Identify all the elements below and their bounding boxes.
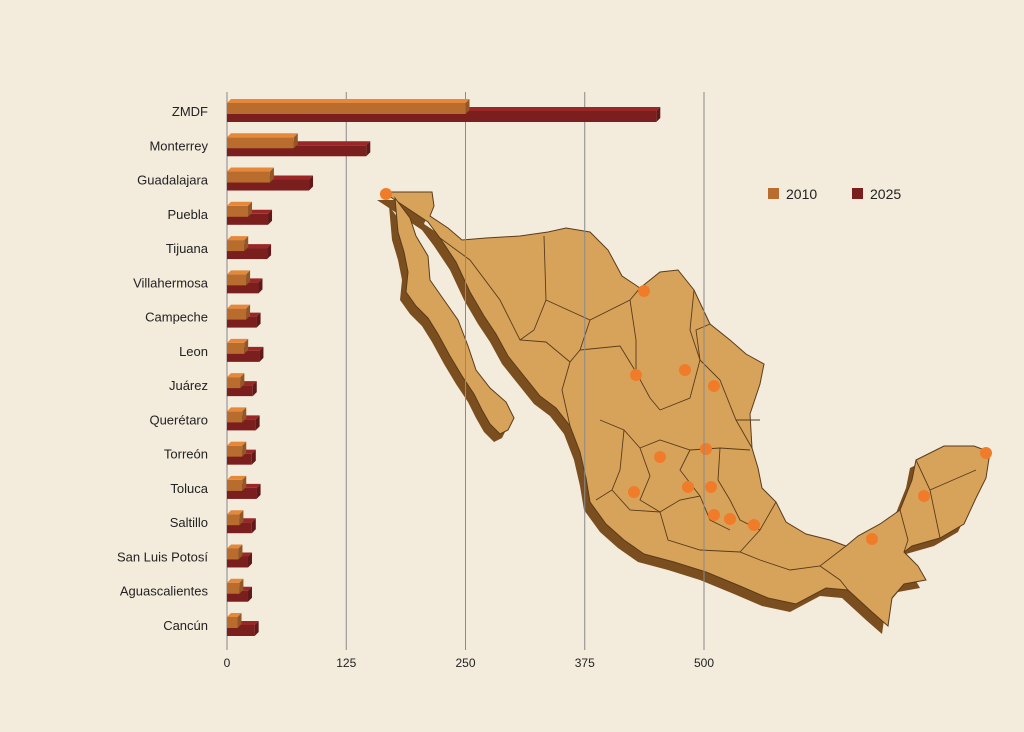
category-label: Guadalajara <box>137 173 209 188</box>
category-label: Toluca <box>170 481 208 496</box>
category-label: Juárez <box>169 378 208 393</box>
bar-2010 <box>227 201 252 217</box>
bar-2010 <box>227 133 298 149</box>
legend: 2010 2025 <box>768 186 901 202</box>
bar-2010 <box>227 578 244 594</box>
category-label: Monterrey <box>149 138 208 153</box>
category-label: Torreón <box>164 447 208 462</box>
bar-2010 <box>227 441 247 457</box>
legend-swatch-2010 <box>768 188 779 199</box>
bar-2010 <box>227 544 243 560</box>
bar-2010 <box>227 475 247 491</box>
x-tick-label: 0 <box>224 656 231 670</box>
category-label: Villahermosa <box>133 275 209 290</box>
category-label: Querétaro <box>149 412 208 427</box>
city-marker <box>700 443 712 455</box>
category-label: Cancún <box>163 618 208 633</box>
category-label: Puebla <box>168 207 209 222</box>
legend-label-2010: 2010 <box>786 186 817 202</box>
bar-2010 <box>227 270 251 286</box>
city-marker <box>980 447 992 459</box>
bar-2010 <box>227 613 242 628</box>
city-marker <box>630 369 642 381</box>
x-tick-labels: 0 125 250 375 500 <box>224 656 715 670</box>
mexico-map <box>377 191 991 634</box>
category-labels: ZMDF Monterrey Guadalajara Puebla Tijuana Vil… <box>117 104 209 633</box>
category-label: Leon <box>179 344 208 359</box>
city-marker <box>918 490 930 502</box>
x-tick-label: 125 <box>336 656 356 670</box>
bar-2010 <box>227 338 249 354</box>
city-markers <box>380 188 992 545</box>
bar-2010 <box>227 167 274 183</box>
city-marker <box>708 380 720 392</box>
x-tick-label: 250 <box>455 656 475 670</box>
city-marker <box>705 481 717 493</box>
legend-label-2025: 2025 <box>870 186 901 202</box>
x-tick-label: 375 <box>575 656 595 670</box>
category-label: Campeche <box>145 310 208 325</box>
bar-2010 <box>227 304 251 320</box>
city-marker <box>724 513 736 525</box>
x-tick-label: 500 <box>694 656 714 670</box>
city-marker <box>708 509 720 521</box>
category-label: San Luis Potosí <box>117 549 208 564</box>
city-marker <box>638 285 650 297</box>
category-label: Saltillo <box>170 515 208 530</box>
city-marker <box>866 533 878 545</box>
category-label: Aguascalientes <box>120 584 209 599</box>
bar-2010 <box>227 407 247 423</box>
bar-2010 <box>227 99 470 114</box>
legend-swatch-2025 <box>852 188 863 199</box>
city-marker <box>380 188 392 200</box>
city-marker <box>654 451 666 463</box>
bar-2010 <box>227 236 249 252</box>
category-label: Tijuana <box>166 241 209 256</box>
bar-2010 <box>227 373 245 389</box>
category-label: ZMDF <box>172 104 208 119</box>
city-marker <box>682 481 694 493</box>
bar-series <box>227 99 661 636</box>
city-marker <box>628 486 640 498</box>
city-marker <box>679 364 691 376</box>
city-marker <box>748 519 760 531</box>
bar-2010 <box>227 510 244 526</box>
